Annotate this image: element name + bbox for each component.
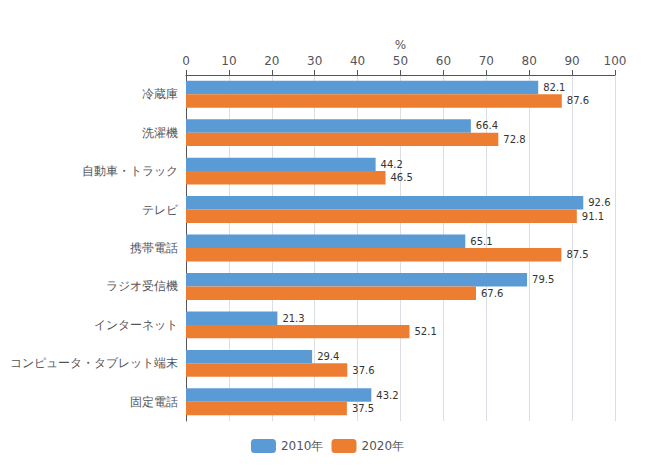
svg-text:65.1: 65.1 (470, 236, 492, 247)
svg-text:72.8: 72.8 (503, 134, 525, 145)
svg-text:インターネット: インターネット (94, 318, 178, 332)
svg-text:70: 70 (479, 54, 494, 68)
svg-text:携帯電話: 携帯電話 (130, 241, 178, 255)
svg-text:92.6: 92.6 (588, 197, 610, 208)
svg-text:100: 100 (604, 54, 627, 68)
svg-text:20: 20 (264, 54, 279, 68)
svg-text:自動車・トラック: 自動車・トラック (82, 164, 178, 178)
svg-text:コンピュータ・タブレット端末: コンピュータ・タブレット端末 (10, 356, 178, 370)
svg-text:21.3: 21.3 (282, 313, 304, 324)
svg-text:52.1: 52.1 (415, 326, 437, 337)
svg-text:79.5: 79.5 (532, 274, 554, 285)
svg-text:40: 40 (350, 54, 365, 68)
svg-text:66.4: 66.4 (476, 120, 498, 131)
svg-text:87.6: 87.6 (567, 95, 589, 106)
svg-text:固定電話: 固定電話 (130, 395, 178, 409)
svg-text:80: 80 (522, 54, 537, 68)
svg-text:冷蔵庫: 冷蔵庫 (142, 87, 178, 101)
svg-text:60: 60 (436, 54, 451, 68)
svg-text:67.6: 67.6 (481, 288, 503, 299)
svg-text:43.2: 43.2 (376, 390, 398, 401)
svg-text:46.5: 46.5 (390, 172, 412, 183)
svg-text:30: 30 (307, 54, 322, 68)
svg-text:90: 90 (564, 54, 579, 68)
svg-text:2010年: 2010年 (281, 439, 324, 453)
svg-text:洗濯機: 洗濯機 (142, 126, 178, 140)
svg-text:44.2: 44.2 (381, 159, 403, 170)
svg-text:ラジオ受信機: ラジオ受信機 (106, 279, 178, 293)
svg-text:37.5: 37.5 (352, 403, 374, 414)
svg-text:0: 0 (182, 54, 190, 68)
svg-text:テレビ: テレビ (142, 203, 179, 217)
svg-text:29.4: 29.4 (317, 351, 339, 362)
svg-text:87.5: 87.5 (566, 249, 588, 260)
svg-text:%: % (395, 38, 406, 52)
svg-text:10: 10 (221, 54, 236, 68)
svg-text:82.1: 82.1 (543, 82, 565, 93)
svg-text:2020年: 2020年 (362, 439, 405, 453)
svg-text:37.6: 37.6 (352, 365, 374, 376)
svg-text:50: 50 (393, 54, 408, 68)
svg-text:91.1: 91.1 (582, 211, 604, 222)
